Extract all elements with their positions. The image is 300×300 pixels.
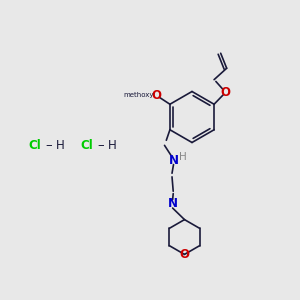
Text: methoxy: methoxy: [123, 92, 154, 98]
Text: –: –: [98, 139, 104, 152]
Text: Cl: Cl: [28, 139, 41, 152]
Text: O: O: [179, 248, 190, 261]
Text: O: O: [152, 89, 161, 102]
Text: N: N: [169, 154, 178, 167]
Text: Cl: Cl: [81, 139, 93, 152]
Text: H: H: [108, 139, 117, 152]
Text: O: O: [220, 86, 230, 99]
Text: N: N: [168, 197, 178, 210]
Text: H: H: [56, 139, 64, 152]
Text: H: H: [178, 152, 186, 162]
Text: –: –: [45, 139, 52, 152]
